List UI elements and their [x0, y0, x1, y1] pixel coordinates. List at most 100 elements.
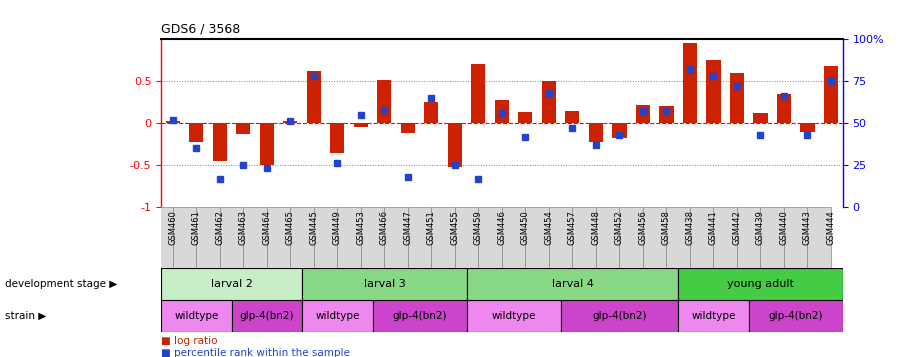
- Text: larval 2: larval 2: [211, 279, 252, 289]
- Text: development stage ▶: development stage ▶: [5, 279, 117, 289]
- Bar: [777, 94, 791, 123]
- Text: larval 3: larval 3: [364, 279, 405, 289]
- Text: larval 4: larval 4: [552, 279, 593, 289]
- Bar: [472, 64, 485, 123]
- Text: GSM457: GSM457: [568, 210, 577, 245]
- Bar: [401, 123, 415, 133]
- Bar: [302, 268, 467, 300]
- Bar: [361, 207, 384, 268]
- Bar: [678, 300, 749, 332]
- Bar: [290, 207, 314, 268]
- Bar: [149, 207, 173, 268]
- Text: ■ log ratio: ■ log ratio: [161, 336, 217, 346]
- Text: GSM456: GSM456: [638, 210, 647, 245]
- Bar: [753, 113, 767, 123]
- Bar: [455, 207, 478, 268]
- Bar: [502, 207, 526, 268]
- Text: glp-4(bn2): glp-4(bn2): [239, 311, 294, 321]
- Bar: [824, 66, 838, 123]
- Bar: [667, 207, 690, 268]
- Bar: [354, 123, 368, 127]
- Text: ■ percentile rank within the sample: ■ percentile rank within the sample: [161, 348, 350, 357]
- Bar: [425, 102, 438, 123]
- Bar: [519, 112, 532, 123]
- Bar: [267, 207, 290, 268]
- Bar: [612, 123, 626, 138]
- Text: GSM452: GSM452: [615, 210, 624, 245]
- Bar: [730, 73, 744, 123]
- Bar: [448, 123, 462, 167]
- Text: GSM446: GSM446: [497, 210, 507, 245]
- Text: glp-4(bn2): glp-4(bn2): [768, 311, 823, 321]
- Bar: [549, 207, 573, 268]
- Bar: [220, 207, 243, 268]
- Bar: [596, 207, 620, 268]
- Bar: [166, 121, 180, 123]
- Text: GSM465: GSM465: [286, 210, 295, 245]
- Bar: [495, 100, 509, 123]
- Bar: [542, 81, 556, 123]
- Bar: [190, 123, 204, 142]
- Text: GSM451: GSM451: [427, 210, 436, 245]
- Bar: [690, 207, 714, 268]
- Text: glp-4(bn2): glp-4(bn2): [392, 311, 447, 321]
- Bar: [643, 207, 667, 268]
- Text: wildtype: wildtype: [692, 311, 736, 321]
- Text: GSM453: GSM453: [356, 210, 366, 245]
- Bar: [431, 207, 455, 268]
- Bar: [284, 121, 297, 123]
- Bar: [706, 60, 720, 123]
- Text: GSM458: GSM458: [662, 210, 671, 245]
- Bar: [378, 80, 391, 123]
- Text: GSM455: GSM455: [450, 210, 460, 245]
- Bar: [526, 207, 549, 268]
- Bar: [337, 207, 361, 268]
- Bar: [678, 268, 843, 300]
- Bar: [589, 123, 603, 142]
- Bar: [659, 106, 673, 123]
- Bar: [373, 300, 467, 332]
- Text: wildtype: wildtype: [315, 311, 359, 321]
- Bar: [737, 207, 761, 268]
- Bar: [408, 207, 431, 268]
- Bar: [173, 207, 196, 268]
- Bar: [467, 268, 678, 300]
- Bar: [196, 207, 220, 268]
- Bar: [161, 268, 302, 300]
- Bar: [784, 207, 808, 268]
- Text: GDS6 / 3568: GDS6 / 3568: [161, 23, 240, 36]
- Text: GSM445: GSM445: [309, 210, 319, 245]
- Text: GSM447: GSM447: [403, 210, 413, 245]
- Text: GSM443: GSM443: [803, 210, 812, 245]
- Bar: [635, 105, 650, 123]
- Bar: [800, 123, 814, 131]
- Bar: [749, 300, 843, 332]
- Bar: [682, 44, 697, 123]
- Bar: [260, 123, 274, 165]
- Bar: [243, 207, 267, 268]
- Text: glp-4(bn2): glp-4(bn2): [592, 311, 647, 321]
- Bar: [561, 300, 678, 332]
- Bar: [161, 300, 232, 332]
- Bar: [384, 207, 408, 268]
- Text: GSM444: GSM444: [826, 210, 835, 245]
- Bar: [314, 207, 337, 268]
- Text: GSM442: GSM442: [732, 210, 741, 245]
- Text: young adult: young adult: [727, 279, 794, 289]
- Text: GSM459: GSM459: [474, 210, 483, 245]
- Text: GSM460: GSM460: [169, 210, 178, 245]
- Bar: [331, 123, 344, 152]
- Text: GSM449: GSM449: [332, 210, 342, 245]
- Bar: [467, 300, 561, 332]
- Text: GSM439: GSM439: [756, 210, 765, 245]
- Text: GSM441: GSM441: [709, 210, 718, 245]
- Text: GSM438: GSM438: [685, 210, 694, 245]
- Text: GSM464: GSM464: [262, 210, 272, 245]
- Text: wildtype: wildtype: [174, 311, 218, 321]
- Bar: [620, 207, 643, 268]
- Bar: [808, 207, 831, 268]
- Bar: [213, 123, 227, 161]
- Text: GSM462: GSM462: [216, 210, 225, 245]
- Bar: [761, 207, 784, 268]
- Text: GSM454: GSM454: [544, 210, 554, 245]
